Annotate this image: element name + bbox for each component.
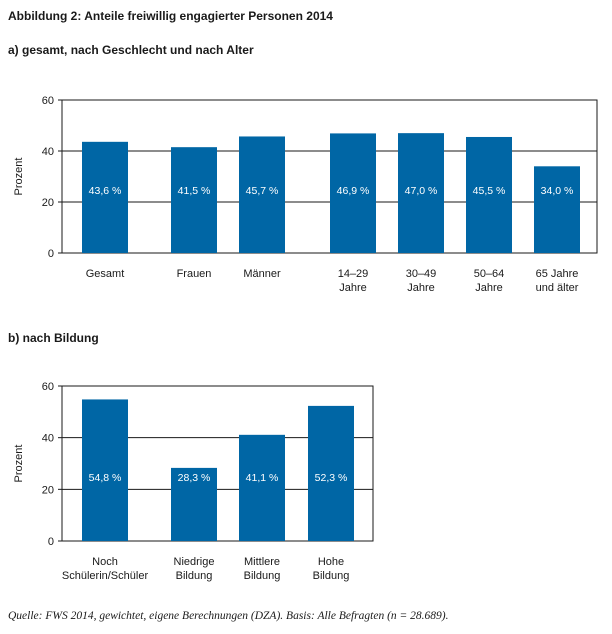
bar-data-label: 45,5 % <box>473 185 506 197</box>
category-label: 30–49 <box>406 268 437 280</box>
y-tick-label: 40 <box>42 433 54 445</box>
category-label: Bildung <box>313 570 350 582</box>
bar <box>82 399 128 541</box>
bar <box>171 467 217 541</box>
chart-b-title: b) nach Bildung <box>8 331 99 345</box>
figure-title: Abbildung 2: Anteile freiwillig engagier… <box>8 9 333 23</box>
bar-data-label: 52,3 % <box>315 472 348 484</box>
bar <box>239 434 285 541</box>
category-label: Noch <box>92 556 118 568</box>
y-tick-label: 0 <box>48 248 54 260</box>
chart-b: 0 20 40 60 Prozent 54,8 % Noch Schülerin/Schüle… <box>13 381 374 582</box>
y-axis-label: Prozent <box>13 158 25 196</box>
category-label: Gesamt <box>86 268 125 280</box>
bar-data-label: 41,5 % <box>178 185 211 197</box>
category-label: und älter <box>536 282 579 294</box>
category-label: Männer <box>243 268 281 280</box>
bar <box>330 133 376 253</box>
bar-data-label: 46,9 % <box>337 185 370 197</box>
bar-data-label: 47,0 % <box>405 185 438 197</box>
bar <box>466 136 512 253</box>
category-label: Niedrige <box>174 556 215 568</box>
y-tick-label: 40 <box>42 146 54 158</box>
bar-data-label: 54,8 % <box>89 472 122 484</box>
category-label: 65 Jahre <box>536 268 579 280</box>
y-tick-label: 0 <box>48 536 54 548</box>
bar <box>534 166 580 253</box>
bar-data-label: 45,7 % <box>246 185 279 197</box>
plot-frame <box>61 99 598 254</box>
category-label: Jahre <box>407 282 435 294</box>
category-label: Bildung <box>176 570 213 582</box>
bar <box>308 405 354 541</box>
category-label: Mittlere <box>244 556 280 568</box>
category-label: Hohe <box>318 556 344 568</box>
bar-data-label: 28,3 % <box>178 472 211 484</box>
plot-frame <box>61 385 374 542</box>
category-label: Jahre <box>475 282 503 294</box>
category-label: Frauen <box>177 268 212 280</box>
chart-a-title: a) gesamt, nach Geschlecht und nach Alte… <box>8 43 254 57</box>
bar <box>239 136 285 253</box>
bar-data-label: 41,1 % <box>246 472 279 484</box>
category-label: Jahre <box>339 282 367 294</box>
chart-a: 0 20 40 60 Prozent 43,6 % Gesamt 41,5 % Frauen 45… <box>13 95 598 294</box>
y-tick-label: 60 <box>42 95 54 107</box>
bar <box>398 133 444 253</box>
category-label: Bildung <box>244 570 281 582</box>
category-label: 14–29 <box>338 268 369 280</box>
bar <box>171 147 217 253</box>
y-axis-label: Prozent <box>13 445 25 483</box>
y-tick-label: 20 <box>42 484 54 496</box>
source-note: Quelle: FWS 2014, gewichtet, eigene Bere… <box>8 610 449 622</box>
y-tick-label: 20 <box>42 197 54 209</box>
bar-data-label: 34,0 % <box>541 185 574 197</box>
bar-data-label: 43,6 % <box>89 185 122 197</box>
category-label: Schülerin/Schüler <box>62 570 149 582</box>
bar <box>82 141 128 253</box>
category-label: 50–64 <box>474 268 505 280</box>
y-tick-label: 60 <box>42 381 54 393</box>
